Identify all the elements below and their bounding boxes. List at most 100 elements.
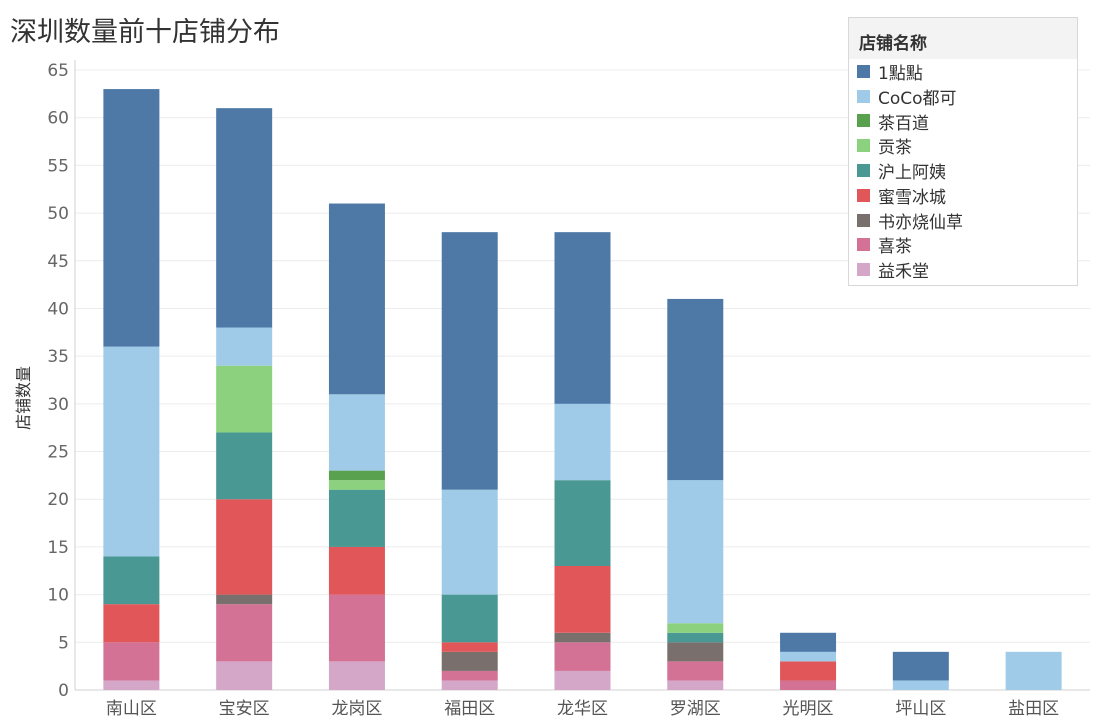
y-tick-label: 50 — [47, 204, 69, 224]
y-tick-label: 20 — [47, 490, 69, 510]
bar-segment — [554, 670, 611, 690]
bar-segment — [667, 661, 724, 681]
bar-segment — [667, 632, 724, 643]
y-tick-label: 0 — [58, 681, 69, 701]
bar-segment — [441, 651, 498, 671]
bar-segment — [1005, 651, 1062, 690]
bar-segment — [328, 594, 385, 662]
y-tick-label: 35 — [47, 347, 69, 367]
legend-swatch — [857, 164, 870, 178]
bar-segment — [892, 680, 949, 690]
chart-title: 深圳数量前十店铺分布 — [10, 17, 280, 48]
bar-segment — [328, 480, 385, 490]
x-tick-label: 光明区 — [783, 699, 834, 719]
legend-label: 喜茶 — [878, 237, 912, 258]
bar-segment — [667, 298, 724, 481]
bar-segment — [103, 604, 160, 643]
y-tick-label: 55 — [47, 156, 69, 176]
x-tick-label: 龙岗区 — [331, 699, 382, 719]
bar-segment — [892, 651, 949, 681]
x-tick-label: 坪山区 — [895, 699, 946, 719]
y-tick-label: 10 — [47, 586, 69, 606]
x-tick-label: 福田区 — [444, 699, 495, 719]
x-tick-label: 罗湖区 — [670, 699, 721, 719]
legend-swatch — [857, 263, 870, 277]
bar-segment — [441, 232, 498, 490]
legend-label: 益禾堂 — [878, 262, 929, 283]
legend-items: 1點點 CoCo都可 茶百道贡茶沪上阿姨蜜雪冰城书亦烧仙草喜茶益禾堂 — [849, 59, 1077, 282]
bar-segment — [216, 365, 273, 433]
bar-segment — [667, 480, 724, 624]
bar-segment — [216, 594, 273, 605]
bar-segment — [441, 670, 498, 681]
legend-swatch — [857, 114, 870, 128]
legend-item[interactable]: 贡茶 — [849, 133, 1077, 158]
x-tick-label: 宝安区 — [219, 699, 270, 719]
y-tick-label: 65 — [47, 61, 69, 81]
legend-item[interactable]: CoCo都可 — [849, 84, 1077, 109]
legend-item[interactable]: 沪上阿姨 — [849, 158, 1077, 183]
legend-item[interactable]: 蜜雪冰城 — [849, 183, 1077, 208]
bar-segment — [328, 661, 385, 690]
legend-swatch — [857, 64, 870, 78]
bar-segment — [103, 89, 160, 347]
legend-label: CoCo都可 — [878, 88, 957, 109]
bar-segment — [216, 604, 273, 662]
legend-label: 蜜雪冰城 — [878, 187, 946, 208]
legend-swatch — [857, 139, 870, 153]
bar-segment — [216, 499, 273, 595]
bar-segment — [103, 642, 160, 681]
bar-segment — [328, 489, 385, 547]
y-tick-label: 25 — [47, 443, 69, 463]
bar-segment — [441, 642, 498, 652]
bar-segment — [554, 403, 611, 481]
x-tick-label: 龙华区 — [557, 699, 608, 719]
legend-swatch — [857, 89, 870, 103]
bar-segment — [441, 594, 498, 643]
bar-segment — [103, 680, 160, 690]
y-tick-label: 45 — [47, 252, 69, 272]
bar-segment — [328, 470, 385, 481]
bar-segment — [328, 203, 385, 395]
bar-segment — [554, 566, 611, 633]
legend-swatch — [857, 238, 870, 252]
y-tick-label: 40 — [47, 299, 69, 319]
bar-segment — [103, 556, 160, 605]
bar-segment — [441, 680, 498, 690]
legend-swatch — [857, 213, 870, 227]
bar-segment — [667, 680, 724, 690]
legend-swatch — [857, 188, 870, 202]
x-tick-label: 盐田区 — [1008, 699, 1059, 719]
legend-label: 茶百道 — [878, 113, 929, 134]
bar-segment — [441, 489, 498, 595]
bar-segment — [780, 680, 837, 690]
bar-segment — [216, 661, 273, 690]
legend: 店铺名称 1點點 CoCo都可 茶百道贡茶沪上阿姨蜜雪冰城书亦烧仙草喜茶益禾堂 — [848, 17, 1078, 286]
bar-segment — [328, 394, 385, 471]
bar-segment — [103, 346, 160, 557]
legend-title: 店铺名称 — [849, 18, 1077, 59]
bar-segment — [554, 642, 611, 671]
legend-label: 沪上阿姨 — [878, 163, 946, 184]
legend-label: 书亦烧仙草 — [878, 212, 963, 233]
y-tick-label: 60 — [47, 109, 69, 129]
legend-label: 贡茶 — [878, 138, 912, 159]
bar-segment — [554, 232, 611, 404]
bar-segment — [667, 623, 724, 633]
legend-item[interactable]: 书亦烧仙草 — [849, 208, 1077, 233]
bar-segment — [216, 432, 273, 500]
legend-label: 1點點 — [878, 63, 923, 84]
y-tick-label: 15 — [47, 538, 69, 558]
bar-segment — [780, 651, 837, 662]
legend-item[interactable]: 喜茶 — [849, 233, 1077, 258]
x-tick-label: 南山区 — [106, 699, 157, 719]
legend-item[interactable]: 益禾堂 — [849, 257, 1077, 282]
bar-segment — [667, 642, 724, 662]
bar-segment — [780, 661, 837, 681]
legend-item[interactable]: 茶百道 — [849, 109, 1077, 134]
bar-segment — [554, 632, 611, 643]
legend-item[interactable]: 1點點 — [849, 59, 1077, 84]
y-tick-label: 5 — [58, 633, 69, 653]
bar-segment — [216, 327, 273, 366]
